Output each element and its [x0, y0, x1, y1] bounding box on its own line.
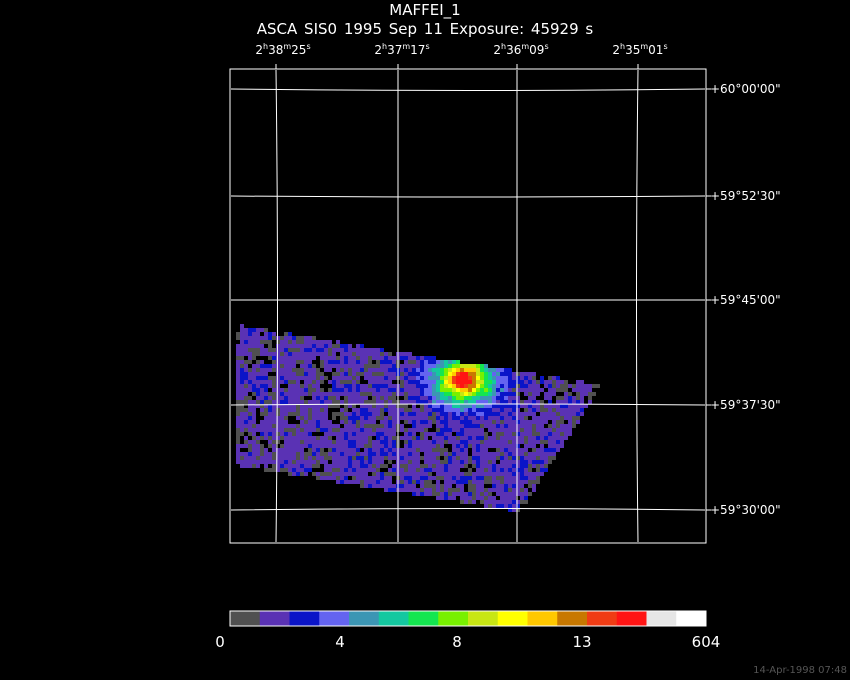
- colorbar-label: 8: [452, 633, 462, 651]
- coordinate-grid: [230, 69, 706, 543]
- plot-frame: [229, 68, 707, 544]
- dec-label: +60°00'00": [710, 82, 781, 96]
- dec-label: +59°37'30": [710, 398, 781, 412]
- grid-line-dec-2: [230, 195, 706, 198]
- dec-label: +59°30'00": [710, 503, 781, 517]
- colorbar-swatch: [497, 611, 528, 626]
- colorbar-label: 13: [572, 633, 592, 651]
- axis-ticks: [275, 64, 711, 511]
- colorbar-swatch: [319, 611, 350, 626]
- timestamp: 14-Apr-1998 07:48: [753, 665, 847, 676]
- image-title: MAFFEI_1: [389, 1, 461, 19]
- colorbar-swatch: [259, 611, 290, 626]
- dec-label: +59°52'30": [710, 189, 781, 203]
- ra-label: 2h36m09s: [493, 42, 549, 57]
- xray-image: [236, 324, 600, 512]
- colorbar-swatch: [408, 611, 439, 626]
- colorbar-swatch: [230, 611, 261, 626]
- colorbar-swatch: [557, 611, 588, 626]
- grid-line-dec-5: [230, 508, 706, 511]
- colorbar-label: 0: [215, 633, 225, 651]
- ra-label: 2h35m01s: [612, 42, 668, 57]
- grid-line-ra-4: [636, 69, 639, 543]
- colorbar-swatch: [527, 611, 558, 626]
- colorbar-swatch: [616, 611, 647, 626]
- colorbar-swatch: [349, 611, 380, 626]
- image-subtitle: ASCA SIS0 1995 Sep 11 Exposure: 45929 s: [256, 20, 594, 38]
- colorbar-swatch: [646, 611, 677, 626]
- grid-line-dec-4: [230, 403, 706, 406]
- grid-line-ra-1: [275, 69, 278, 543]
- colorbar-swatch: [438, 611, 469, 626]
- colorbar: [230, 611, 707, 626]
- colorbar-frame: [229, 610, 707, 627]
- grid-line-dec-1: [230, 88, 706, 91]
- colorbar-swatch: [468, 611, 499, 626]
- colorbar-label: 4: [335, 633, 345, 651]
- colorbar-swatch: [587, 611, 618, 626]
- colorbar-label: 604: [691, 633, 721, 651]
- colorbar-swatch: [378, 611, 409, 626]
- ra-label: 2h37m17s: [374, 42, 430, 57]
- ra-label: 2h38m25s: [255, 42, 311, 57]
- colorbar-swatch: [676, 611, 707, 626]
- colorbar-swatch: [289, 611, 320, 626]
- dec-label: +59°45'00": [710, 293, 781, 307]
